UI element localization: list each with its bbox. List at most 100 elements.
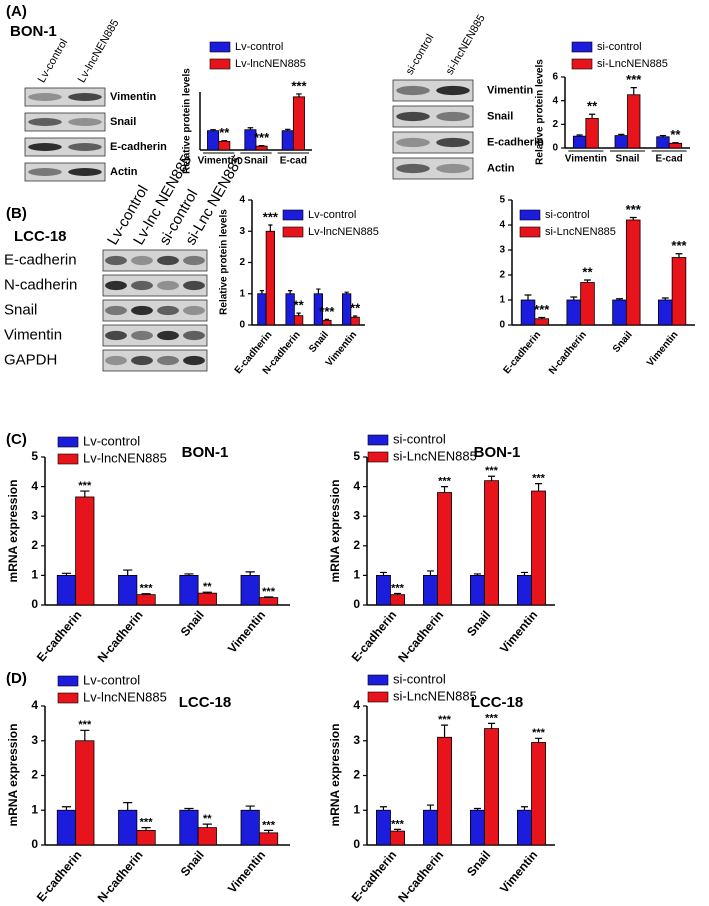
x-tick-label: E-cadherin (502, 330, 544, 377)
bar (75, 740, 95, 846)
significance: *** (534, 302, 550, 317)
error-bar (61, 572, 72, 576)
panel-label: (B) (6, 205, 27, 222)
y-tick-label: 3 (31, 733, 38, 747)
bar (614, 135, 628, 149)
error-bar (441, 724, 449, 738)
significance: ** (582, 264, 593, 279)
blot-band (396, 163, 430, 174)
legend-swatch (519, 226, 541, 238)
x-tick-label: E-cadherin (34, 848, 85, 905)
significance: ** (294, 298, 305, 313)
blot-band (183, 255, 205, 266)
bar (437, 492, 453, 606)
significance: *** (626, 202, 642, 217)
error-bar (247, 127, 254, 130)
error-bar (259, 290, 265, 294)
y-tick-label: 5 (499, 195, 505, 206)
x-tick-label: Snail (178, 608, 207, 639)
blot-band (157, 255, 179, 266)
legend-label: si-LncNEN885 (545, 226, 616, 238)
significance: *** (262, 586, 276, 598)
y-tick-label: 0 (353, 837, 360, 851)
x-tick-label: N-cadherin (95, 608, 146, 665)
y-axis-label: Relative protein levels (535, 59, 546, 165)
blot-band (131, 305, 153, 316)
bar (179, 809, 199, 846)
error-bar (123, 802, 133, 811)
y-tick-label: 4 (499, 220, 505, 231)
y-tick-label: 1 (239, 288, 245, 299)
significance: ** (203, 581, 212, 593)
significance: ** (587, 99, 598, 114)
bar (534, 318, 550, 326)
bar (197, 827, 217, 846)
bar (375, 575, 391, 606)
x-tick-label: Snail (464, 608, 493, 639)
error-bar (379, 806, 387, 811)
y-axis-label: mRNA expression (328, 724, 342, 827)
legend-swatch (367, 674, 389, 686)
blot-band (396, 111, 430, 122)
x-tick-label: Vimentin (645, 330, 680, 369)
bar (197, 592, 217, 606)
error-bar (263, 829, 274, 833)
error-bar (630, 87, 637, 95)
y-axis-label: mRNA expression (6, 480, 20, 583)
x-tick-label: Vimentin (497, 608, 540, 656)
y-tick-label: 5 (353, 449, 360, 463)
lane-label: si-control (404, 32, 437, 77)
bar (612, 299, 627, 326)
lane-label: Lv-lncNEN885 (76, 18, 122, 85)
protein-label: Snail (110, 116, 136, 128)
bar (469, 809, 485, 846)
error-bar (344, 291, 349, 294)
y-tick-label: 0 (31, 597, 38, 611)
significance: ** (203, 813, 212, 825)
y-tick-label: 1 (31, 568, 38, 582)
blot-strip (392, 157, 474, 180)
error-bar (538, 316, 546, 319)
error-bar (426, 804, 434, 811)
error-bar (520, 571, 528, 576)
bar (517, 575, 532, 606)
blot-band (131, 255, 153, 266)
y-tick-label: 2 (499, 270, 505, 281)
error-bar (394, 592, 402, 595)
error-bar (141, 827, 151, 831)
x-tick-label: N-cadherin (95, 848, 146, 905)
bar (258, 597, 279, 606)
y-tick-label: 4 (31, 479, 38, 493)
y-tick-label: 1 (353, 568, 360, 582)
bar (390, 594, 406, 606)
bar (255, 145, 268, 151)
cell-line: LCC-18 (14, 228, 67, 245)
bar (656, 136, 670, 149)
bar (422, 575, 438, 606)
legend-label: Lv-control (83, 672, 140, 687)
legend-label: si-control (545, 209, 590, 221)
bar (179, 575, 199, 606)
error-bar (618, 133, 625, 136)
error-bar (61, 806, 72, 811)
x-tick-label: Vimentin (565, 154, 607, 165)
y-tick-label: 4 (353, 479, 360, 493)
bar (322, 319, 332, 326)
x-tick-label: Vimentin (497, 848, 540, 896)
bar (566, 299, 582, 326)
panel-label: (D) (6, 670, 27, 687)
y-tick-label: 2 (353, 768, 360, 782)
y-tick-label: 0 (31, 837, 38, 851)
blot-strip (24, 112, 106, 132)
legend-label: Lv-lncNEN885 (83, 689, 167, 704)
error-bar (675, 253, 683, 258)
significance: *** (262, 819, 276, 831)
error-bar (629, 216, 637, 220)
blot-band (68, 93, 102, 101)
y-tick-label: 3 (499, 245, 505, 256)
significance: *** (626, 72, 642, 87)
blot-strip (102, 274, 208, 297)
legend-label: si-control (393, 671, 446, 686)
bar (627, 94, 641, 149)
x-tick-label: Snail (464, 848, 493, 879)
